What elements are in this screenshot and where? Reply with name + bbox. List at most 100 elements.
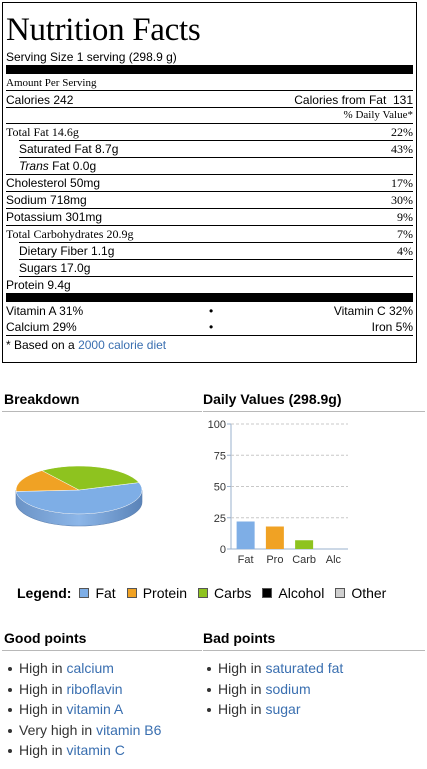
legend-items: Fat Protein Carbs Alcohol Other xyxy=(79,585,397,601)
pie-top xyxy=(15,465,143,515)
calories-row: Calories 242 Calories from Fat 131 xyxy=(6,91,413,107)
point-prefix: Very high in xyxy=(19,721,97,738)
nutrient-link[interactable]: sodium xyxy=(265,680,311,697)
calorie-diet-link[interactable]: 2000 calorie diet xyxy=(78,338,167,352)
nutrient-daily-value: 4% xyxy=(397,244,413,258)
legend-label: Other xyxy=(351,585,387,601)
nutrient-rows: Total Fat 14.6g 22% Saturated Fat 8.7g 43% T… xyxy=(6,124,413,293)
nutrient-label: Saturated Fat 8.7g xyxy=(19,142,119,156)
legend-label: Protein xyxy=(142,585,188,601)
nutrient-link[interactable]: vitamin A xyxy=(66,701,124,717)
list-item: High in saturated fat xyxy=(203,658,343,679)
nutrient-row: Saturated Fat 8.7g 43% xyxy=(6,141,413,157)
daily-values-divider xyxy=(203,411,425,412)
footnote-text: * Based on a xyxy=(6,338,79,352)
calories-from-fat-label: Calories from Fat xyxy=(294,93,387,107)
nutrient-row: Trans Fat 0.0g xyxy=(6,158,413,174)
y-tick-label: 25 xyxy=(214,513,226,525)
y-tick-label: 75 xyxy=(214,450,226,462)
list-item: Very high in vitamin B6 xyxy=(4,720,161,741)
legend-swatch xyxy=(79,588,90,598)
daily-values-chart: 0 25 50 75 100 Fat Pro Carb Alc xyxy=(208,419,348,566)
nutrition-title: Nutrition Facts xyxy=(6,12,201,48)
nutrient-link[interactable]: sugar xyxy=(265,701,301,717)
y-tick-label: 50 xyxy=(214,482,226,494)
nutrient-row: Potassium 301mg 9% xyxy=(6,209,413,225)
pie-slice-fat xyxy=(15,482,143,515)
breakdown-divider xyxy=(2,411,202,412)
good-points-title: Good points xyxy=(4,630,87,646)
footnote: * Based on a 2000 calorie diet xyxy=(6,336,413,354)
vitamin-row-2: Calcium 29% • Iron 5% xyxy=(6,318,413,334)
nutrient-label: Sodium 718mg xyxy=(6,193,87,207)
x-tick-label: Carb xyxy=(292,554,316,566)
x-tick-label: Fat xyxy=(238,554,254,566)
nutrition-facts-label: Nutrition Facts Serving Size 1 serving (… xyxy=(2,2,417,363)
bad-points-title: Bad points xyxy=(203,630,276,646)
list-item: High in calcium xyxy=(4,658,161,679)
list-item: High in sugar xyxy=(203,699,343,720)
point-prefix: High in xyxy=(218,660,266,676)
legend-swatch xyxy=(335,588,346,598)
legend-item-alcohol: Alcohol xyxy=(262,585,324,601)
serving-size: Serving Size 1 serving (298.9 g) xyxy=(6,50,413,64)
bar-carb xyxy=(295,540,314,549)
pie-slice-carbs xyxy=(41,465,140,491)
nutrient-label: Protein 9.4g xyxy=(6,278,71,292)
nutrient-label: Potassium 301mg xyxy=(6,210,103,224)
y-tick-label: 0 xyxy=(220,544,226,556)
nutrient-daily-value: 7% xyxy=(397,227,413,241)
nutrient-row: Sugars 17.0g xyxy=(6,260,413,276)
bullet-separator: • xyxy=(209,304,214,318)
point-prefix: High in xyxy=(19,660,67,676)
bar-pro xyxy=(265,526,284,549)
legend-title: Legend: xyxy=(17,585,72,601)
nutrient-link[interactable]: riboflavin xyxy=(66,680,123,697)
nutrient-label: Total Carbohydrates 20.9g xyxy=(6,227,134,241)
bad-points-list: High in saturated fat High in sodium High … xyxy=(203,658,343,720)
list-item: High in vitamin C xyxy=(4,740,161,761)
nutrient-label: Total Fat 14.6g xyxy=(6,125,79,139)
breakdown-title: Breakdown xyxy=(4,391,80,407)
calories-from-fat-value: 131 xyxy=(392,93,413,107)
nutrient-daily-value: 30% xyxy=(391,193,413,207)
x-tick-label: Pro xyxy=(266,554,283,566)
point-prefix: High in xyxy=(19,742,67,758)
vitamin-row-1: Vitamin A 31% • Vitamin C 32% xyxy=(6,302,413,318)
legend-label: Carbs xyxy=(214,585,252,601)
list-item: High in sodium xyxy=(203,679,343,700)
nutrient-link[interactable]: vitamin C xyxy=(66,742,125,758)
calories-from-fat: Calories from Fat 131 xyxy=(294,93,413,107)
good-points-divider xyxy=(2,650,202,651)
nutrient-label: Cholesterol 50mg xyxy=(6,176,101,190)
legend: Legend: Fat Protein Carbs Alcohol Other xyxy=(17,585,397,601)
daily-value-header: % Daily Value* xyxy=(6,108,413,122)
nutrient-row: Sodium 718mg 30% xyxy=(6,192,413,208)
nutrient-link[interactable]: vitamin B6 xyxy=(96,721,162,738)
iron: Iron 5% xyxy=(371,320,413,334)
amount-per-serving: Amount Per Serving xyxy=(6,76,413,90)
point-prefix: High in xyxy=(218,680,266,697)
legend-label: Alcohol xyxy=(278,585,325,601)
breakdown-pie-chart xyxy=(15,465,143,527)
nutrient-daily-value: 17% xyxy=(391,176,413,190)
daily-value-header-text: % Daily Value* xyxy=(343,109,413,121)
nutrient-label: Sugars 17.0g xyxy=(19,261,91,275)
vitamin-a: Vitamin A 31% xyxy=(6,304,84,318)
list-item: High in vitamin A xyxy=(4,699,161,720)
nutrient-label: Trans Fat 0.0g xyxy=(6,159,96,173)
x-tick-label: Alc xyxy=(326,554,342,566)
divider-thick xyxy=(6,293,413,302)
calories-text: Calories 242 xyxy=(6,93,74,107)
nutrient-daily-value: 22% xyxy=(391,125,413,139)
nutrient-label-rest: Fat 0.0g xyxy=(48,159,97,173)
nutrient-daily-value: 9% xyxy=(397,210,413,224)
nutrient-link[interactable]: calcium xyxy=(66,660,114,676)
nutrient-link[interactable]: saturated fat xyxy=(265,660,344,676)
bullet-separator: • xyxy=(209,320,214,334)
list-item: High in riboflavin xyxy=(4,679,161,700)
nutrient-row: Total Fat 14.6g 22% xyxy=(6,124,413,140)
legend-item-fat: Fat xyxy=(79,585,116,601)
calcium: Calcium 29% xyxy=(6,320,77,334)
legend-item-other: Other xyxy=(335,585,386,601)
